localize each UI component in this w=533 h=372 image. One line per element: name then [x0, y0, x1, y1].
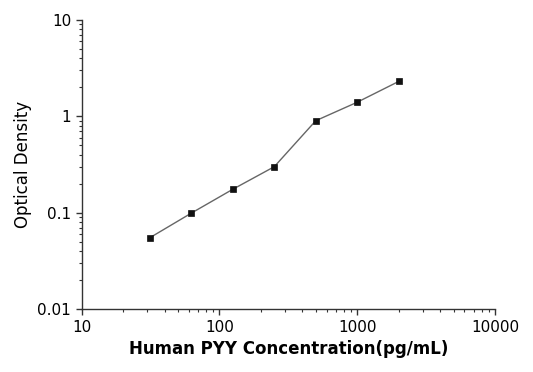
X-axis label: Human PYY Concentration(pg/mL): Human PYY Concentration(pg/mL)	[128, 340, 448, 358]
Y-axis label: Optical Density: Optical Density	[14, 101, 32, 228]
